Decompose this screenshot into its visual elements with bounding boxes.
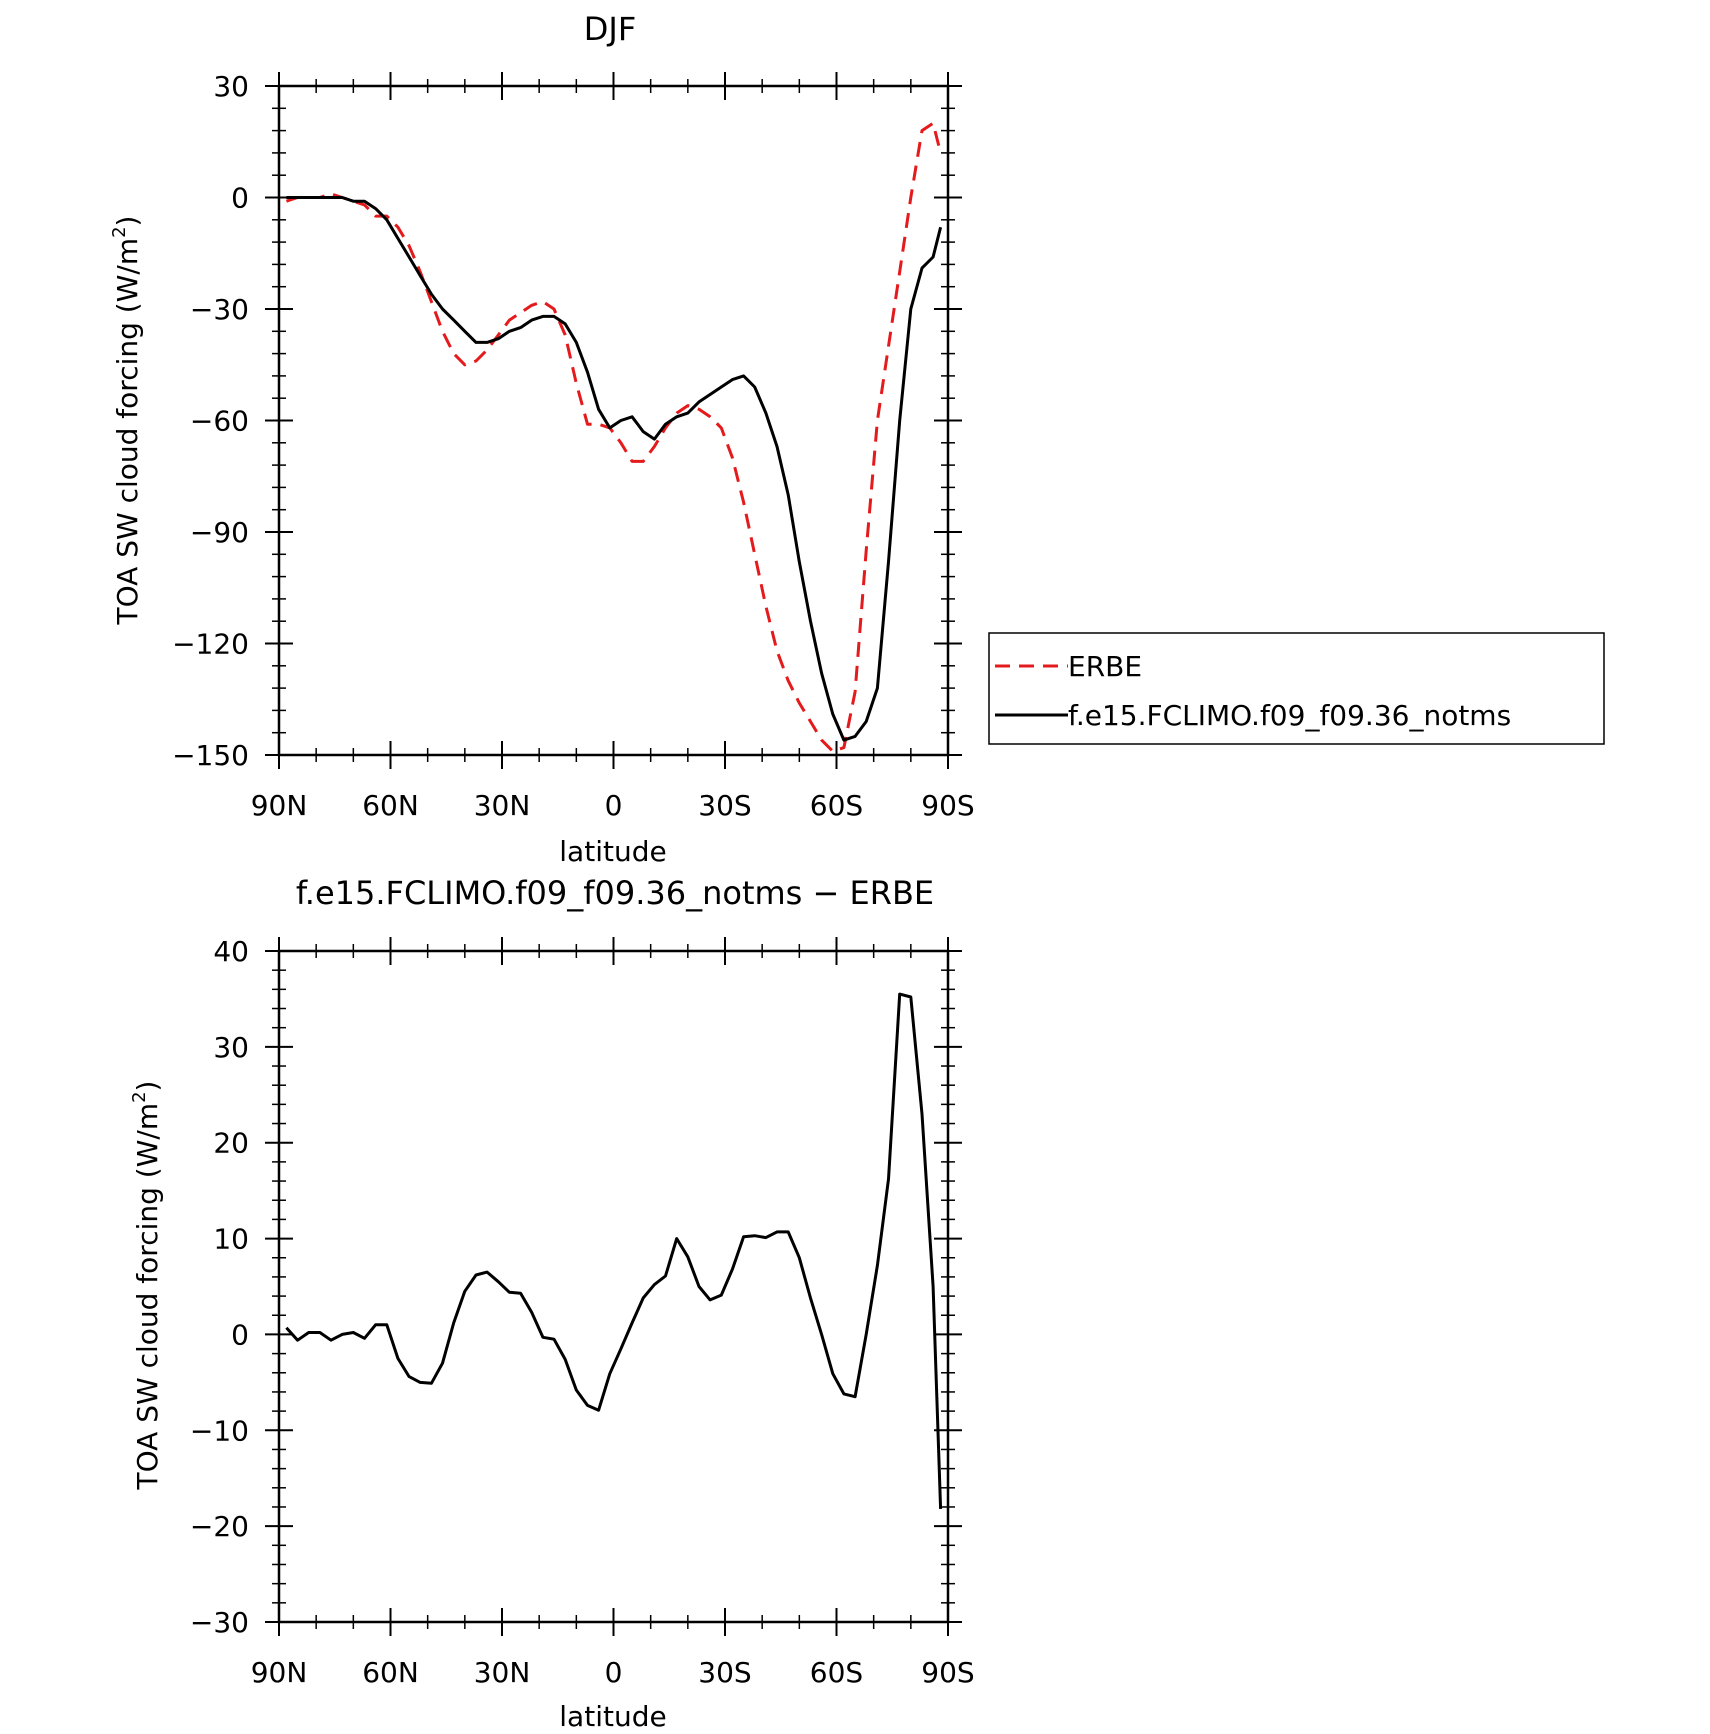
bottom-x-axis-title: latitude: [559, 1700, 666, 1733]
top-x-tick-label: 60S: [810, 789, 863, 822]
top-series-line-1: [286, 196, 943, 742]
bottom-y-tick-label: 20: [213, 1127, 249, 1160]
bottom-y-tick-label: 30: [213, 1031, 249, 1064]
top-y-tick-label: 30: [213, 70, 249, 103]
legend-box: [988, 632, 1605, 745]
top-y-tick-label: 0: [231, 182, 249, 215]
bottom-y-tick-label: −20: [190, 1510, 249, 1543]
top-y-tick-label: −150: [172, 739, 249, 772]
bottom-series: [285, 992, 943, 1509]
bottom-panel: f.e15.FCLIMO.f09_f09.36_notms − ERBE 40 3…: [129, 874, 975, 1733]
top-plot-frame: [277, 84, 950, 757]
legend-label-model: f.e15.FCLIMO.f09_f09.36_notms: [1068, 699, 1511, 732]
bottom-y-tick-label: 0: [231, 1318, 249, 1351]
bottom-y-tick-label: −10: [190, 1414, 249, 1447]
bottom-x-tick-label: 60S: [810, 1656, 863, 1689]
bottom-x-tick-label: 60N: [362, 1656, 419, 1689]
top-x-ticks: 90N 60N 30N 0 30S 60S 90S: [251, 72, 975, 822]
bottom-chart-title: f.e15.FCLIMO.f09_f09.36_notms − ERBE: [296, 874, 934, 912]
legend: ERBE f.e15.FCLIMO.f09_f09.36_notms: [988, 632, 1605, 745]
top-x-tick-label: 30S: [698, 789, 751, 822]
top-x-axis-title: latitude: [559, 835, 666, 868]
top-y-axis-title: TOA SW cloud forcing (W/m2): [109, 216, 144, 626]
top-x-tick-label: 0: [605, 789, 623, 822]
top-series-line-0: [285, 121, 943, 753]
top-y-tick-label: −30: [190, 293, 249, 326]
bottom-x-tick-label: 30N: [474, 1656, 531, 1689]
bottom-y-ticks: 40 30 20 10 0 −10 −20 −30: [190, 935, 962, 1639]
top-y-tick-label: −120: [172, 628, 249, 661]
bottom-series-line-0: [285, 992, 943, 1509]
top-chart-title: DJF: [584, 10, 636, 48]
top-y-ticks: 30 0 −30 −60 −90 −120 −150: [172, 70, 962, 772]
bottom-y-axis-title: TOA SW cloud forcing (W/m2): [129, 1081, 164, 1491]
top-series: [285, 121, 943, 753]
bottom-y-tick-label: 10: [213, 1223, 249, 1256]
bottom-x-tick-label: 0: [605, 1656, 623, 1689]
bottom-y-tick-label: −30: [190, 1606, 249, 1639]
bottom-x-tick-label: 30S: [698, 1656, 751, 1689]
top-y-tick-label: −60: [190, 405, 249, 438]
bottom-x-tick-label: 90N: [251, 1656, 308, 1689]
top-x-tick-label: 60N: [362, 789, 419, 822]
top-panel: DJF 30 0 −30 −60 −90 −120 −150 90N 60N 30N 0 30S 60…: [109, 10, 1605, 868]
bottom-plot-frame: [277, 949, 950, 1624]
top-x-tick-label: 30N: [474, 789, 531, 822]
top-x-tick-label: 90N: [251, 789, 308, 822]
top-y-tick-label: −90: [190, 516, 249, 549]
legend-label-erbe: ERBE: [1068, 650, 1142, 683]
bottom-y-tick-label: 40: [213, 935, 249, 968]
bottom-x-tick-label: 90S: [921, 1656, 974, 1689]
bottom-x-ticks: 90N 60N 30N 0 30S 60S 90S: [251, 937, 975, 1689]
top-x-tick-label: 90S: [921, 789, 974, 822]
